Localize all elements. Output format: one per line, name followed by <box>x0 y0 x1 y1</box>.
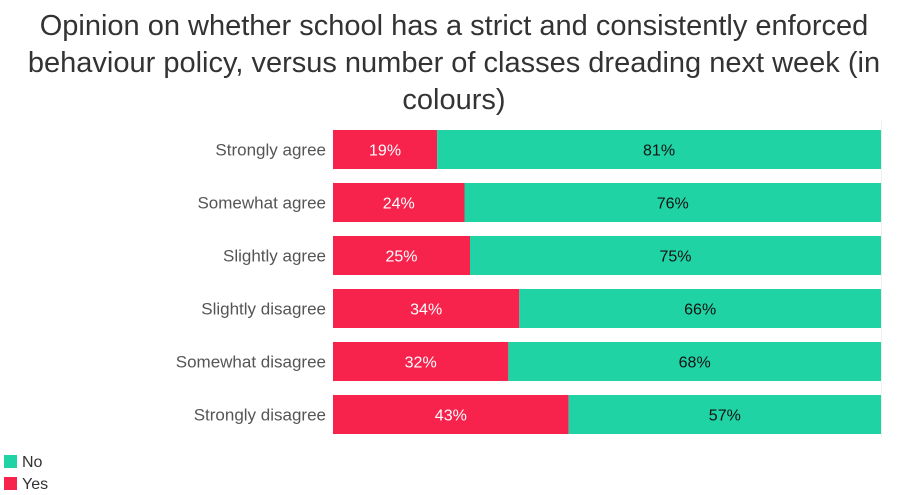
category-label: Slightly disagree <box>201 300 326 319</box>
bar-no <box>568 395 881 434</box>
bar-value-label: 19% <box>369 143 401 160</box>
bar-yes <box>333 395 569 434</box>
legend-label-yes: Yes <box>22 476 48 493</box>
legend: No Yes <box>4 454 48 493</box>
legend-swatch-yes <box>4 477 17 490</box>
category-label: Somewhat disagree <box>176 353 326 372</box>
bar-yes <box>333 236 470 275</box>
bar-value-label: 34% <box>410 302 442 319</box>
bar-value-label: 57% <box>709 408 741 425</box>
bar-yes <box>333 130 438 169</box>
chart-title: Opinion on whether school has a strict a… <box>28 10 880 116</box>
bar-value-label: 66% <box>684 302 716 319</box>
bar-yes <box>333 289 520 328</box>
bar-value-label: 24% <box>383 196 415 213</box>
bar-yes <box>333 342 509 381</box>
category-label: Somewhat agree <box>197 194 326 213</box>
bar-value-label: 32% <box>405 355 437 372</box>
legend-label-no: No <box>22 454 43 471</box>
bar-no <box>464 183 881 222</box>
bar-value-label: 75% <box>659 249 691 266</box>
bar-value-label: 43% <box>435 408 467 425</box>
chart-title-line-1: Opinion on whether school has a strict a… <box>40 10 869 42</box>
category-label: Slightly agree <box>223 247 326 266</box>
bar-value-label: 68% <box>679 355 711 372</box>
legend-swatch-no <box>4 455 17 468</box>
bar-no <box>519 289 881 328</box>
bar-no <box>470 236 881 275</box>
bar-yes <box>333 183 465 222</box>
category-label: Strongly disagree <box>194 406 326 425</box>
category-label: Strongly agree <box>215 141 326 160</box>
plot-area: Strongly agree 19% 81% Somewhat agree 24% 76%… <box>176 120 882 437</box>
bar-value-label: 81% <box>643 143 675 160</box>
bar-no <box>508 342 881 381</box>
bar-value-label: 25% <box>385 249 417 266</box>
bar-no <box>437 130 881 169</box>
bar-value-label: 76% <box>657 196 689 213</box>
chart-title-line-3: colours) <box>402 84 505 116</box>
chart-title-line-2: behaviour policy, versus number of class… <box>28 47 880 79</box>
